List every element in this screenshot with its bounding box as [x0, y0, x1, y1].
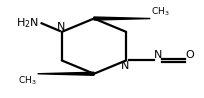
- Polygon shape: [38, 72, 94, 75]
- Text: N: N: [121, 61, 129, 71]
- Text: $\mathsf{H_2N}$: $\mathsf{H_2N}$: [16, 16, 39, 30]
- Text: N: N: [57, 22, 65, 32]
- Text: $\mathsf{CH_3}$: $\mathsf{CH_3}$: [151, 6, 170, 18]
- Text: $\mathsf{CH_3}$: $\mathsf{CH_3}$: [18, 74, 37, 87]
- Polygon shape: [94, 17, 150, 20]
- Text: O: O: [185, 50, 194, 60]
- Text: N: N: [154, 50, 163, 60]
